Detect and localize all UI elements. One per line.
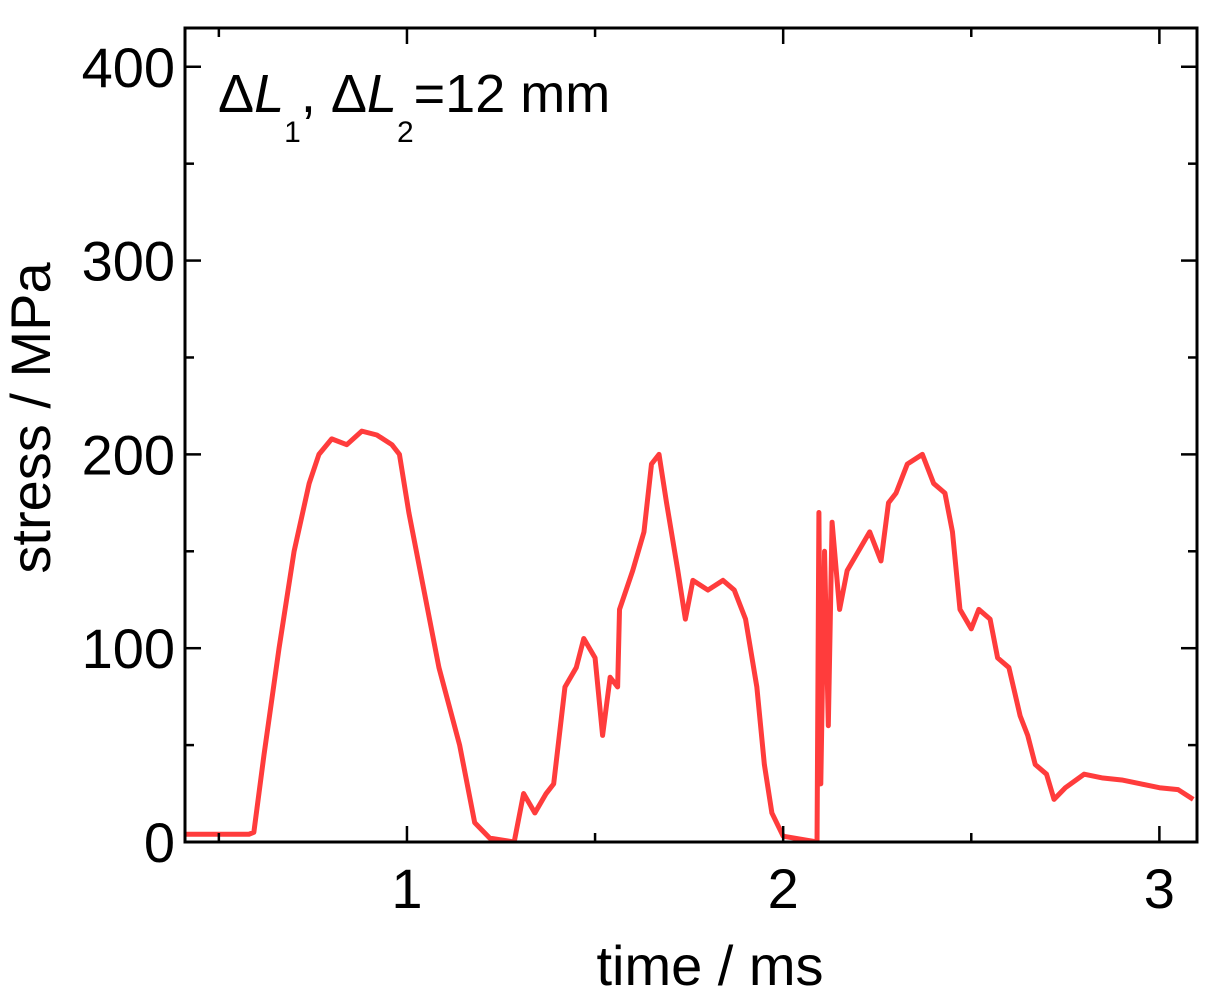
data-line xyxy=(185,428,1195,842)
y-tick-label: 400 xyxy=(82,36,175,99)
annotation-part: =12 mm xyxy=(414,64,611,124)
plot-frame xyxy=(183,26,1199,844)
annotation-part: Δ xyxy=(218,64,254,124)
annotation-part: 2 xyxy=(397,116,414,149)
y-tick-label: 0 xyxy=(144,811,175,874)
y-tick-label: 300 xyxy=(82,230,175,293)
annotation: ΔL1, ΔL2=12 mm xyxy=(218,64,610,149)
annotation-part: , Δ xyxy=(301,64,367,124)
annotation-part: 1 xyxy=(284,116,301,149)
x-tick-label: 1 xyxy=(391,857,422,920)
x-tick-label: 3 xyxy=(1144,857,1175,920)
y-axis-label: stress / MPa xyxy=(0,262,62,574)
x-tick-label: 2 xyxy=(768,857,799,920)
x-axis-label: time / ms xyxy=(596,934,823,990)
y-tick-label: 100 xyxy=(82,617,175,680)
annotation-part: L xyxy=(367,64,397,124)
y-tick-label: 200 xyxy=(82,423,175,486)
annotation-part: L xyxy=(254,64,284,124)
